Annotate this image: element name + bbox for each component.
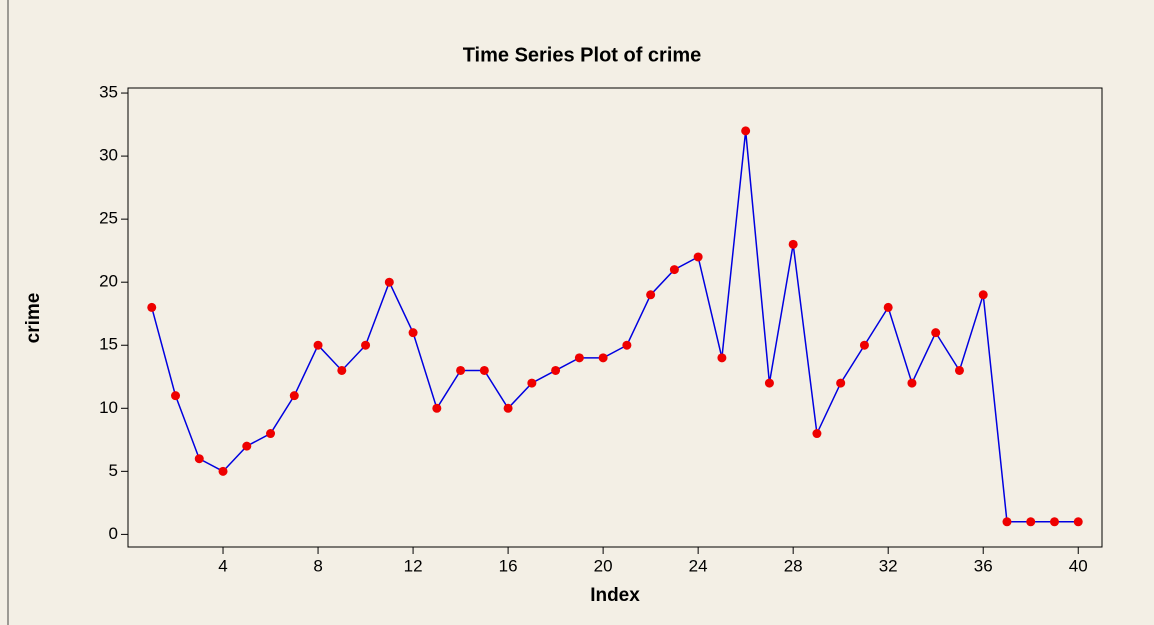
data-point bbox=[218, 466, 228, 476]
data-point bbox=[456, 365, 466, 375]
chart-title: Time Series Plot of crime bbox=[463, 44, 702, 66]
data-point bbox=[954, 365, 964, 375]
data-point bbox=[859, 340, 869, 350]
data-point bbox=[361, 340, 371, 350]
y-tick-label: 25 bbox=[99, 209, 118, 228]
data-point bbox=[1026, 517, 1036, 527]
data-point bbox=[741, 126, 751, 136]
data-point bbox=[1049, 517, 1059, 527]
data-point bbox=[503, 403, 513, 413]
data-point bbox=[622, 340, 632, 350]
y-tick-label: 30 bbox=[99, 146, 118, 165]
y-tick-label: 10 bbox=[99, 398, 118, 417]
data-point bbox=[978, 290, 988, 300]
data-point bbox=[883, 302, 893, 312]
data-point bbox=[1002, 517, 1012, 527]
data-point bbox=[812, 429, 822, 439]
series-line bbox=[151, 130, 1079, 523]
data-point bbox=[788, 239, 798, 249]
data-point bbox=[669, 265, 679, 275]
plot-frame bbox=[127, 87, 1103, 548]
data-point bbox=[907, 378, 917, 388]
x-tick-label: 28 bbox=[784, 556, 803, 575]
x-tick-label: 8 bbox=[313, 556, 322, 575]
x-axis-label: Index bbox=[590, 585, 640, 606]
data-point bbox=[242, 441, 252, 451]
x-tick-label: 24 bbox=[689, 556, 708, 575]
data-point bbox=[171, 391, 181, 401]
data-point bbox=[194, 454, 204, 464]
data-point bbox=[432, 403, 442, 413]
y-tick-label: 35 bbox=[99, 83, 118, 102]
data-point bbox=[598, 353, 608, 363]
y-axis-label: crime bbox=[23, 293, 44, 344]
x-tick-label: 40 bbox=[1069, 556, 1088, 575]
y-tick-label: 0 bbox=[109, 524, 118, 543]
x-tick-label: 16 bbox=[499, 556, 518, 575]
y-tick-label: 15 bbox=[99, 335, 118, 354]
x-tick-label: 4 bbox=[218, 556, 227, 575]
data-point bbox=[408, 328, 418, 338]
data-point bbox=[1073, 517, 1083, 527]
y-tick-label: 5 bbox=[109, 461, 118, 480]
data-point bbox=[646, 290, 656, 300]
x-tick-label: 20 bbox=[594, 556, 613, 575]
y-tick-label: 20 bbox=[99, 272, 118, 291]
data-point bbox=[337, 365, 347, 375]
data-point bbox=[574, 353, 584, 363]
data-point bbox=[931, 328, 941, 338]
data-point bbox=[693, 252, 703, 262]
data-point bbox=[527, 378, 537, 388]
data-point bbox=[764, 378, 774, 388]
data-point bbox=[479, 365, 489, 375]
data-point bbox=[836, 378, 846, 388]
data-point bbox=[147, 302, 157, 312]
x-tick-label: 12 bbox=[404, 556, 423, 575]
x-tick-label: 36 bbox=[974, 556, 993, 575]
data-point bbox=[313, 340, 323, 350]
data-point bbox=[551, 365, 561, 375]
data-point bbox=[384, 277, 394, 287]
x-tick-label: 32 bbox=[879, 556, 898, 575]
data-point bbox=[717, 353, 727, 363]
data-point bbox=[266, 429, 276, 439]
data-point bbox=[289, 391, 299, 401]
